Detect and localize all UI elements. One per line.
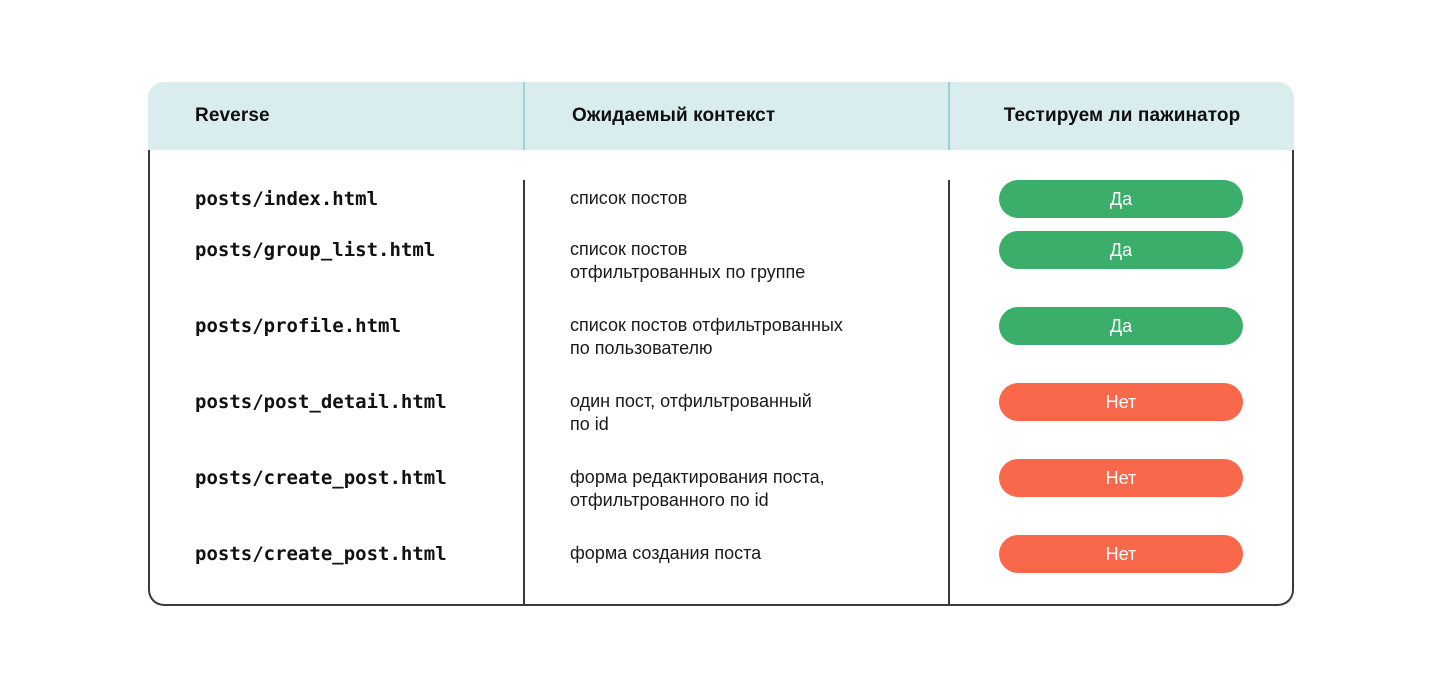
routes-table: Reverse Ожидаемый контекст Тестируем ли …	[148, 82, 1294, 606]
template-path: posts/create_post.html	[195, 543, 447, 565]
template-path: posts/create_post.html	[195, 467, 447, 489]
paginator-badge: Да	[999, 180, 1243, 218]
expected-context: список постов отфильтрованных по группе	[570, 239, 806, 282]
table-row: posts/post_detail.html один пост, отфиль…	[150, 383, 1292, 459]
paginator-badge: Нет	[999, 383, 1243, 421]
template-path: posts/post_detail.html	[195, 391, 447, 413]
table-row: posts/profile.html список постов отфильт…	[150, 307, 1292, 383]
expected-context: один пост, отфильтрованный по id	[570, 391, 812, 434]
table-row: posts/group_list.html список постов отфи…	[150, 231, 1292, 307]
paginator-badge: Нет	[999, 535, 1243, 573]
column-header-reverse: Reverse	[195, 105, 270, 126]
table-row: posts/create_post.html форма создания по…	[150, 535, 1292, 604]
template-path: posts/group_list.html	[195, 239, 436, 261]
paginator-badge: Нет	[999, 459, 1243, 497]
expected-context: форма редактирования поста, отфильтрован…	[570, 467, 825, 510]
template-path: posts/index.html	[195, 188, 379, 210]
expected-context: форма создания поста	[570, 543, 762, 563]
template-path: posts/profile.html	[195, 315, 401, 337]
table-row: posts/create_post.html форма редактирова…	[150, 459, 1292, 535]
table-body: posts/index.html список постов Да posts/…	[148, 150, 1294, 606]
expected-context: список постов	[570, 188, 688, 208]
table-row: posts/index.html список постов Да	[150, 180, 1292, 231]
paginator-badge: Да	[999, 307, 1243, 345]
expected-context: список постов отфильтрованных по пользов…	[570, 315, 843, 358]
table-header: Reverse Ожидаемый контекст Тестируем ли …	[148, 82, 1294, 150]
column-header-paginator-tested: Тестируем ли пажинатор	[948, 82, 1294, 150]
paginator-badge: Да	[999, 231, 1243, 269]
column-header-expected-context: Ожидаемый контекст	[523, 82, 948, 150]
